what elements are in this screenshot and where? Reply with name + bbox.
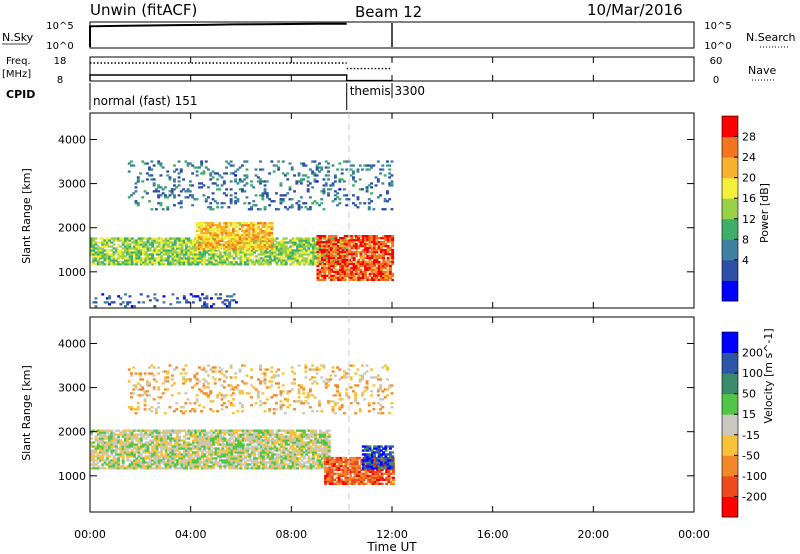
- power-colorbar-swatch-3: [722, 218, 738, 240]
- velocity-colorbar-label-4: -15: [742, 429, 760, 442]
- freq-strip: Freq. [MHz] 18 8 60 0 Nave: [2, 56, 776, 86]
- velocity-region-2: [361, 445, 395, 470]
- power-colorbar-label-6: 4: [742, 254, 749, 267]
- nsky-strip: N.Sky 10^5 10^0 10^5 10^0 N.Search: [2, 21, 796, 52]
- x-tick-label-1: 04:00: [175, 528, 207, 541]
- power-colorbar-swatch-2: [722, 239, 738, 261]
- x-tick-label-0: 00:00: [74, 528, 106, 541]
- power-colorbar-label-3: 16: [742, 192, 756, 205]
- freq-tick-bottom: 8: [57, 75, 63, 86]
- power-colorbar-swatch-1: [722, 259, 738, 281]
- power-region-4: [92, 293, 238, 308]
- nave-tick-top: 60: [710, 56, 723, 67]
- velocity-colorbar-swatch-2: [722, 455, 738, 477]
- power-colorbar-title: Power [dB]: [758, 183, 771, 243]
- beam-title: Beam 12: [355, 3, 422, 21]
- x-axis: 00:00 04:00 08:00 12:00 16:00 20:00 00:00: [74, 57, 710, 541]
- freq-label: Freq.: [6, 56, 31, 67]
- x-tick-label-6: 00:00: [678, 528, 710, 541]
- nsearch-tick-top: 10^5: [704, 21, 731, 32]
- nsearch-tick-bottom: 10^0: [704, 41, 731, 52]
- power-ylabel: Slant Range [km]: [20, 168, 33, 264]
- nsky-series: [89, 22, 347, 47]
- velocity-colorbar-label-3: 15: [742, 408, 756, 421]
- velocity-colorbar-label-0: 200: [742, 347, 763, 360]
- freq-unit: [MHz]: [2, 69, 31, 80]
- velocity-ytick-3: 1000: [58, 470, 86, 483]
- velocity-ytick-0: 4000: [58, 337, 86, 350]
- power-colorbar-swatch-4: [722, 198, 738, 220]
- cpid-label: CPID: [6, 88, 35, 101]
- velocity-colorbar-swatch-4: [722, 414, 738, 436]
- freq-tick-top: 18: [54, 56, 67, 67]
- nave-tick-bottom: 0: [713, 75, 719, 86]
- nsky-tick-bottom: 10^0: [46, 41, 73, 52]
- x-tick-label-3: 12:00: [376, 528, 408, 541]
- power-colorbar-swatch-5: [722, 177, 738, 199]
- power-ytick-2: 2000: [58, 222, 86, 235]
- power-panel: Slant Range [km] 4000 3000 2000 1000 28 24 20…: [20, 112, 771, 309]
- velocity-colorbar-label-2: 50: [742, 388, 756, 401]
- velocity-colorbar-swatch-5: [722, 393, 738, 415]
- date-title: 10/Mar/2016: [587, 1, 683, 19]
- freq-segment-0: [89, 74, 348, 81]
- velocity-colorbar-swatch-0: [722, 496, 738, 518]
- station-title: Unwin (fitACF): [90, 1, 197, 19]
- cpid-program-0: normal (fast) 151: [93, 94, 197, 108]
- velocity-colorbar-swatch-1: [722, 475, 738, 497]
- power-colorbar-swatch-8: [722, 116, 738, 138]
- x-tick-label-2: 08:00: [275, 528, 307, 541]
- power-colorbar-swatch-0: [722, 280, 738, 302]
- velocity-ylabel: Slant Range [km]: [20, 365, 33, 461]
- x-axis-label: Time UT: [366, 540, 417, 554]
- power-heatmap: [90, 160, 395, 308]
- velocity-colorbar-label-6: -100: [742, 470, 767, 483]
- velocity-panel: Slant Range [km] 4000 3000 2000 1000 200 100…: [20, 316, 775, 518]
- velocity-colorbar-label-1: 100: [742, 367, 763, 380]
- power-ytick-0: 4000: [58, 133, 86, 146]
- velocity-heatmap: [90, 364, 395, 485]
- power-colorbar-label-4: 12: [742, 213, 756, 226]
- power-region-1: [195, 222, 274, 251]
- velocity-ytick-1: 3000: [58, 382, 86, 395]
- velocity-colorbar-swatch-8: [722, 332, 738, 354]
- velocity-colorbar-title: Velocity [m s^-1]: [762, 328, 775, 423]
- velocity-region-0: [90, 429, 331, 470]
- x-tick-label-4: 16:00: [477, 528, 509, 541]
- power-colorbar-label-5: 8: [742, 233, 749, 246]
- velocity-region-3: [127, 364, 394, 415]
- velocity-colorbar-swatch-7: [722, 352, 738, 374]
- power-region-2: [316, 235, 395, 281]
- power-region-3: [127, 160, 394, 211]
- nave-label: Nave: [748, 64, 776, 77]
- velocity-colorbar-swatch-3: [722, 434, 738, 456]
- power-ytick-1: 3000: [58, 178, 86, 191]
- velocity-ytick-2: 2000: [58, 426, 86, 439]
- power-colorbar-label-1: 24: [742, 151, 756, 164]
- velocity-region-1: [324, 456, 395, 485]
- cpid-strip: CPID normal (fast) 151 themis 3300: [6, 83, 425, 110]
- power-colorbar-swatch-6: [722, 157, 738, 179]
- power-ytick-3: 1000: [58, 266, 86, 279]
- velocity-colorbar-label-7: -200: [742, 490, 767, 503]
- power-colorbar-label-0: 28: [742, 131, 756, 144]
- velocity-colorbar-label-5: -50: [742, 449, 760, 462]
- nsearch-label: N.Search: [746, 31, 796, 44]
- power-colorbar-label-2: 20: [742, 172, 756, 185]
- cpid-program-1: themis 3300: [350, 84, 425, 98]
- nsky-tick-top: 10^5: [46, 21, 73, 32]
- x-tick-label-5: 20:00: [577, 528, 609, 541]
- velocity-colorbar-swatch-6: [722, 373, 738, 395]
- nsky-label: N.Sky: [2, 31, 34, 44]
- power-colorbar-swatch-7: [722, 136, 738, 158]
